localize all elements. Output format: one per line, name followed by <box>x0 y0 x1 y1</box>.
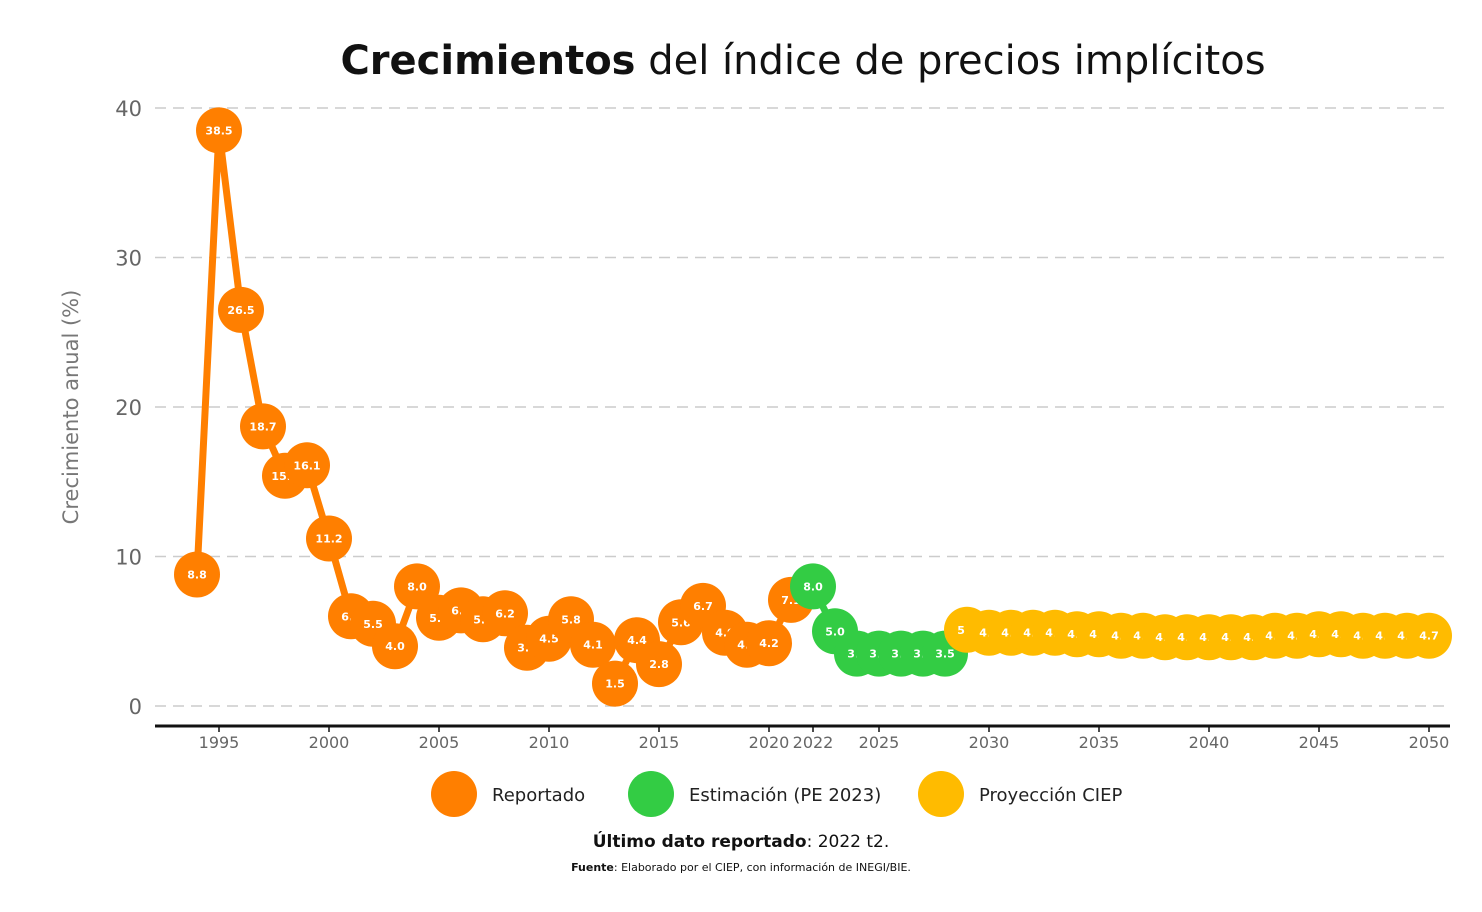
data-label: 6.7 <box>693 600 713 613</box>
data-point <box>592 660 638 707</box>
y-tick-label: 10 <box>115 546 142 570</box>
data-point <box>570 621 616 668</box>
data-label: 26.5 <box>227 304 254 317</box>
data-label: 18.7 <box>249 420 276 433</box>
x-axis-ticks: 1995 2000 2005 2010 2015 2020 2022 2025 2030 2035… <box>199 726 1450 752</box>
x-tick-label: 1995 <box>199 733 240 752</box>
data-label: 5.8 <box>561 613 581 626</box>
data-point <box>636 641 682 688</box>
y-tick-label: 30 <box>115 247 142 271</box>
data-label: 5.5 <box>363 618 383 631</box>
legend-label: Estimación (PE 2023) <box>689 785 881 806</box>
legend-swatch <box>628 771 674 817</box>
data-label: 4.0 <box>385 640 405 653</box>
data-point <box>284 442 330 489</box>
x-tick-label: 2025 <box>859 733 900 752</box>
data-point <box>174 551 220 598</box>
legend-swatch <box>918 771 964 817</box>
data-label: 4.5 <box>539 633 559 646</box>
y-tick-label: 0 <box>129 695 142 719</box>
x-tick-label: 2040 <box>1189 733 1230 752</box>
data-point <box>306 515 352 562</box>
data-label: 8.0 <box>803 580 823 593</box>
data-point <box>1406 612 1452 659</box>
footer-source-bold: Fuente <box>571 861 614 874</box>
data-label: 4.4 <box>627 634 647 647</box>
x-tick-label: 2035 <box>1079 733 1120 752</box>
y-axis-label: Crecimiento anual (%) <box>59 290 83 525</box>
data-point <box>240 403 286 450</box>
x-tick-label: 2005 <box>419 733 460 752</box>
data-label: 8.8 <box>187 568 207 581</box>
data-label: 4.2 <box>759 637 779 650</box>
x-tick-label: 2015 <box>639 733 680 752</box>
chart-title: Crecimientos del índice de precios implí… <box>340 38 1265 84</box>
footer-note: Último dato reportado: 2022 t2. <box>593 830 890 852</box>
data-label: 16.1 <box>293 459 320 472</box>
footer-source: Fuente: Elaborado por el CIEP, con infor… <box>571 861 911 874</box>
data-point <box>218 286 264 333</box>
footer-note-bold: Último dato reportado <box>593 830 807 852</box>
data-label: 3.5 <box>935 648 955 661</box>
legend-label: Proyección CIEP <box>979 785 1122 806</box>
y-tick-label: 40 <box>115 97 142 121</box>
data-point <box>790 563 836 610</box>
legend-label: Reportado <box>492 785 585 806</box>
legend-swatch <box>431 771 477 817</box>
data-point <box>482 590 528 637</box>
data-label: 11.2 <box>315 533 342 546</box>
x-tick-label: 2050 <box>1409 733 1450 752</box>
data-label: 38.5 <box>205 124 232 137</box>
x-tick-label: 2000 <box>309 733 350 752</box>
data-label: 2.8 <box>649 658 669 671</box>
y-tick-label: 20 <box>115 396 142 420</box>
data-label: 1.5 <box>605 678 625 691</box>
data-label: 5.0 <box>825 625 845 638</box>
legend: Reportado Estimación (PE 2023) Proyección … <box>431 771 1122 817</box>
y-axis-ticks: 0 10 20 30 40 <box>115 97 142 719</box>
x-tick-label: 2010 <box>529 733 570 752</box>
footer-source-rest: : Elaborado por el CIEP, con información… <box>614 861 911 874</box>
x-tick-label: 2022 <box>793 733 834 752</box>
data-point <box>196 107 242 154</box>
data-label: 4.7 <box>1419 630 1439 643</box>
series-points: 8.838.526.518.715.416.111.26.05.54.08.05… <box>174 107 1452 707</box>
data-label: 4.1 <box>583 639 603 652</box>
x-tick-label: 2045 <box>1299 733 1340 752</box>
x-tick-label: 2020 <box>749 733 790 752</box>
data-label: 6.2 <box>495 607 515 620</box>
chart-title-rest: del índice de precios implícitos <box>636 38 1266 84</box>
x-tick-label: 2030 <box>969 733 1010 752</box>
data-label: 8.0 <box>407 580 427 593</box>
chart-title-bold: Crecimientos <box>340 38 635 84</box>
data-point <box>372 623 418 670</box>
data-point <box>746 620 792 667</box>
footer-note-rest: : 2022 t2. <box>807 832 890 852</box>
